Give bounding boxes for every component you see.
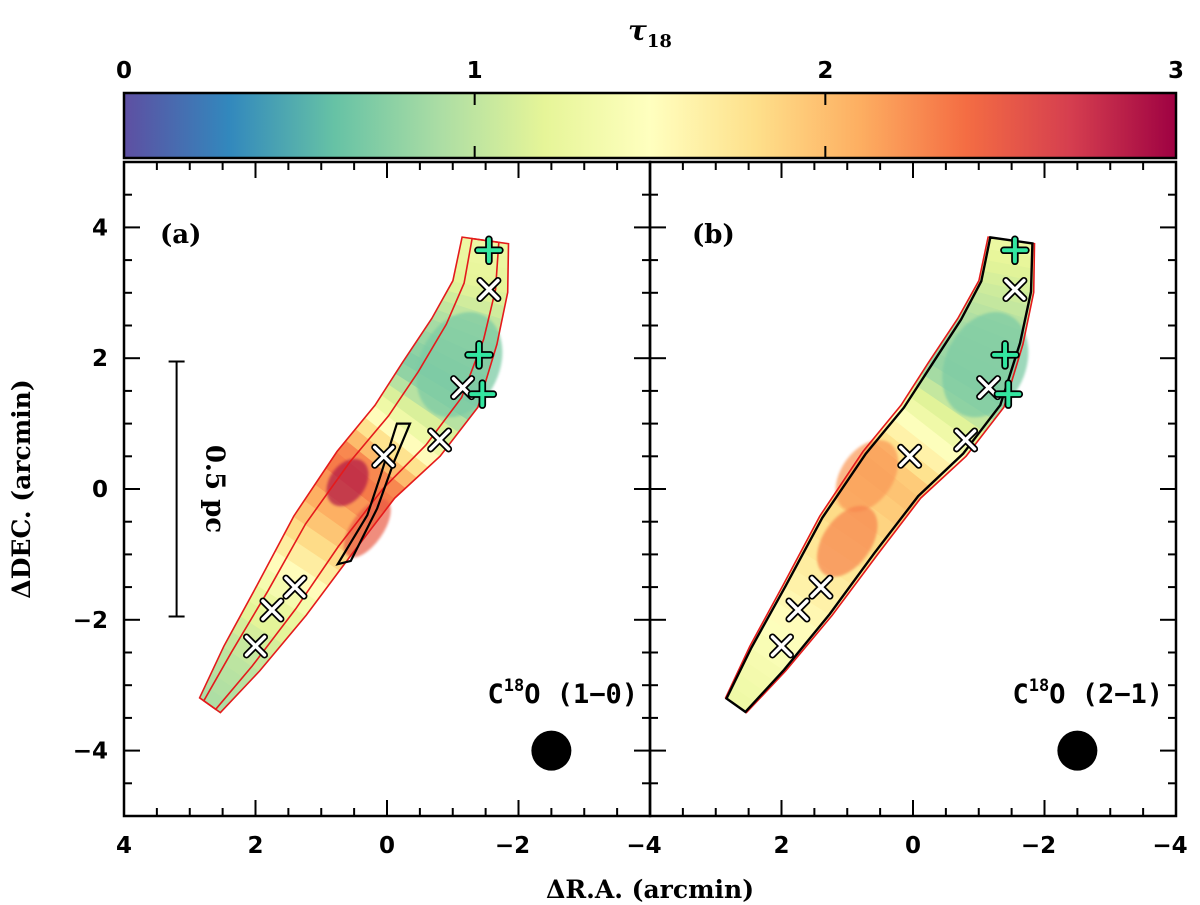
x-tick-labels: 4 2 0 −2 −4 2 0 −2 −4	[116, 833, 1188, 859]
cross-marker	[478, 278, 500, 301]
y-tick-labels: 4 2 0 −2 −4	[73, 215, 108, 764]
x-tick-label: −4	[1152, 833, 1187, 859]
ticks-a	[124, 162, 650, 816]
x-axis-label: ΔR.A. (arcmin)	[546, 875, 754, 904]
colorbar-tick-label: 3	[1168, 58, 1184, 84]
scalebar: 0.5 pc	[168, 360, 230, 618]
x-tick-label: −2	[495, 833, 530, 859]
x-tick-label: 2	[247, 833, 263, 859]
colorbar-title: τ18	[628, 14, 672, 52]
y-tick-label: −2	[73, 608, 108, 634]
cross-marker	[787, 599, 809, 621]
plus-marker	[1001, 237, 1028, 264]
cross-marker	[898, 445, 921, 468]
contour-outer	[724, 236, 1036, 714]
colorbar: τ18 0 1 2 3	[116, 14, 1184, 160]
y-tick-label: 2	[92, 346, 108, 372]
cross-marker	[810, 576, 832, 598]
tau-core	[817, 505, 878, 577]
plus-marker	[475, 237, 502, 264]
colorbar-tick-label: 1	[467, 58, 483, 84]
contour-core	[335, 422, 412, 566]
x-tick-label: 0	[905, 833, 921, 859]
colorbar-bar	[122, 91, 1178, 160]
y-tick-label: 4	[92, 215, 108, 241]
y-axis-label: ΔDEC. (arcmin)	[7, 379, 36, 598]
markers-a	[243, 235, 504, 659]
x-tick-label: −2	[1021, 833, 1056, 859]
contour-inner	[202, 237, 500, 711]
tau-core	[835, 439, 899, 512]
panel-a: 0.5 pc (a) C18O (1−0)	[122, 160, 652, 818]
panel-a-label: (a)	[160, 220, 201, 250]
cross-marker	[428, 429, 451, 451]
colorbar-tick-label: 0	[116, 58, 132, 84]
plus-marker	[469, 381, 496, 408]
x-tick-label: 4	[116, 833, 132, 859]
panel-b: (b) C18O (2−1)	[648, 160, 1178, 818]
contour-outline	[724, 236, 1034, 714]
beam-b	[1057, 730, 1098, 771]
y-tick-label: −4	[73, 739, 108, 765]
plus-marker	[992, 341, 1019, 368]
beam-a	[531, 730, 572, 771]
ticks-b	[650, 162, 1176, 816]
contours-b	[724, 236, 1036, 714]
contours-a	[198, 236, 510, 714]
cross-marker	[261, 599, 283, 621]
colorbar-ticks: 0 1 2 3	[116, 58, 1184, 158]
cross-marker	[1004, 278, 1026, 301]
contour-outer	[198, 236, 510, 714]
y-tick-label: 0	[92, 477, 108, 503]
scalebar-label: 0.5 pc	[200, 445, 230, 533]
x-tick-label: 0	[379, 833, 395, 859]
panel-a-line-label: C18O (1−0)	[487, 676, 638, 710]
panel-b-label: (b)	[692, 220, 735, 250]
cross-marker	[954, 429, 977, 451]
cross-marker	[770, 635, 793, 657]
plus-marker	[466, 341, 493, 368]
cross-marker	[244, 635, 267, 657]
cross-marker	[284, 576, 306, 598]
panel-b-line-label: C18O (2−1)	[1012, 676, 1163, 710]
x-tick-label: 2	[773, 833, 789, 859]
plus-marker	[995, 381, 1022, 408]
markers-b	[769, 235, 1030, 659]
tau-core	[326, 458, 369, 507]
cross-marker	[372, 445, 395, 468]
x-tick-label: −4	[626, 833, 661, 859]
colorbar-tick-label: 2	[817, 58, 833, 84]
